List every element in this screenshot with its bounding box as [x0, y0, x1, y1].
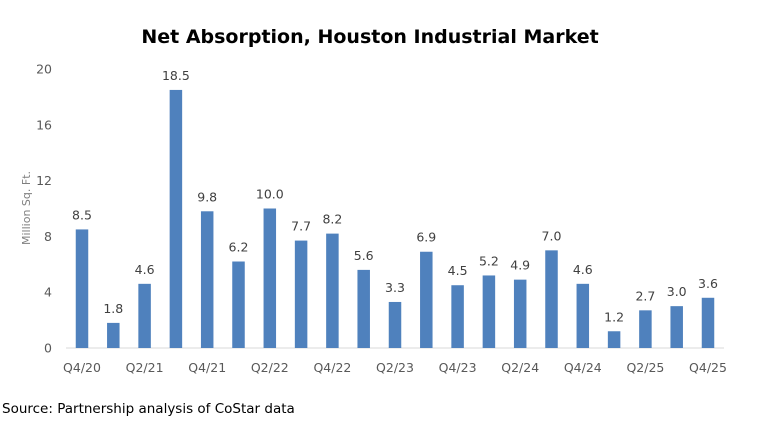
- data-label: 7.0: [542, 228, 562, 243]
- source-note: Source: Partnership analysis of CoStar d…: [2, 401, 295, 417]
- bar-Q4/24: [576, 283, 590, 348]
- data-label: 1.2: [604, 309, 624, 324]
- data-label: 1.8: [103, 301, 123, 316]
- data-label: 6.2: [229, 240, 249, 255]
- x-tick-label: Q2/21: [126, 360, 164, 375]
- data-label: 6.9: [416, 230, 436, 245]
- data-label: 5.2: [479, 253, 499, 268]
- chart-title: Net Absorption, Houston Industrial Marke…: [141, 26, 598, 48]
- x-tick-label: Q2/25: [626, 360, 664, 375]
- bar-Q4/25: [701, 297, 715, 348]
- data-label: 4.9: [510, 258, 530, 273]
- bar-Q3/25: [670, 306, 683, 348]
- bar-Q1/25: [607, 331, 621, 348]
- data-label: 8.5: [72, 207, 92, 222]
- bar-Q4/22: [326, 233, 339, 348]
- bar-Q3/24: [545, 250, 558, 348]
- x-tick-label: Q4/23: [439, 360, 477, 375]
- bar-Q2/22: [263, 208, 277, 348]
- y-tick-label: 4: [44, 285, 52, 300]
- bar-Q4/20: [75, 229, 89, 348]
- data-label: 3.3: [385, 280, 405, 295]
- data-label: 8.2: [322, 212, 342, 227]
- data-label: 10.0: [256, 187, 284, 202]
- bar-Q2/25: [639, 310, 652, 348]
- data-label: 18.5: [162, 68, 190, 83]
- y-tick-label: 16: [36, 117, 52, 132]
- bar-chart: Net Absorption, Houston Industrial Marke…: [20, 26, 727, 375]
- y-tick-label: 0: [44, 341, 52, 356]
- data-label: 4.6: [573, 262, 593, 277]
- y-tick-label: 8: [44, 229, 52, 244]
- x-tick-label: Q4/21: [188, 360, 226, 375]
- y-axis-label: Million Sq. Ft.: [20, 171, 33, 245]
- data-label: 4.6: [135, 262, 155, 277]
- x-tick-label: Q4/20: [63, 360, 101, 375]
- bar-Q3/23: [420, 251, 433, 348]
- data-label: 3.0: [667, 284, 687, 299]
- bar-Q4/21: [200, 211, 214, 348]
- bar-Q3/21: [169, 89, 183, 349]
- data-label: 4.5: [448, 263, 468, 278]
- bar-Q1/22: [232, 261, 245, 348]
- bar-Q2/23: [388, 301, 402, 348]
- x-tick-label: Q4/25: [689, 360, 727, 375]
- data-label: 2.7: [635, 288, 655, 303]
- bar-Q2/24: [513, 279, 527, 348]
- bar-Q1/23: [357, 269, 370, 348]
- data-label: 7.7: [291, 219, 311, 234]
- data-label: 3.6: [698, 276, 718, 291]
- bar-Q3/22: [294, 240, 308, 348]
- x-tick-label: Q2/22: [251, 360, 289, 375]
- data-label: 9.8: [197, 189, 217, 204]
- x-tick-label: Q2/24: [501, 360, 539, 375]
- x-tick-label: Q4/22: [313, 360, 351, 375]
- bar-Q1/21: [107, 322, 120, 348]
- y-tick-label: 12: [36, 173, 52, 188]
- y-tick-label: 20: [36, 62, 52, 77]
- bar-Q2/21: [138, 283, 151, 348]
- bar-Q4/23: [451, 285, 464, 348]
- data-label: 5.6: [354, 248, 374, 263]
- x-tick-label: Q2/23: [376, 360, 414, 375]
- bar-Q1/24: [482, 275, 496, 348]
- x-tick-label: Q4/24: [564, 360, 602, 375]
